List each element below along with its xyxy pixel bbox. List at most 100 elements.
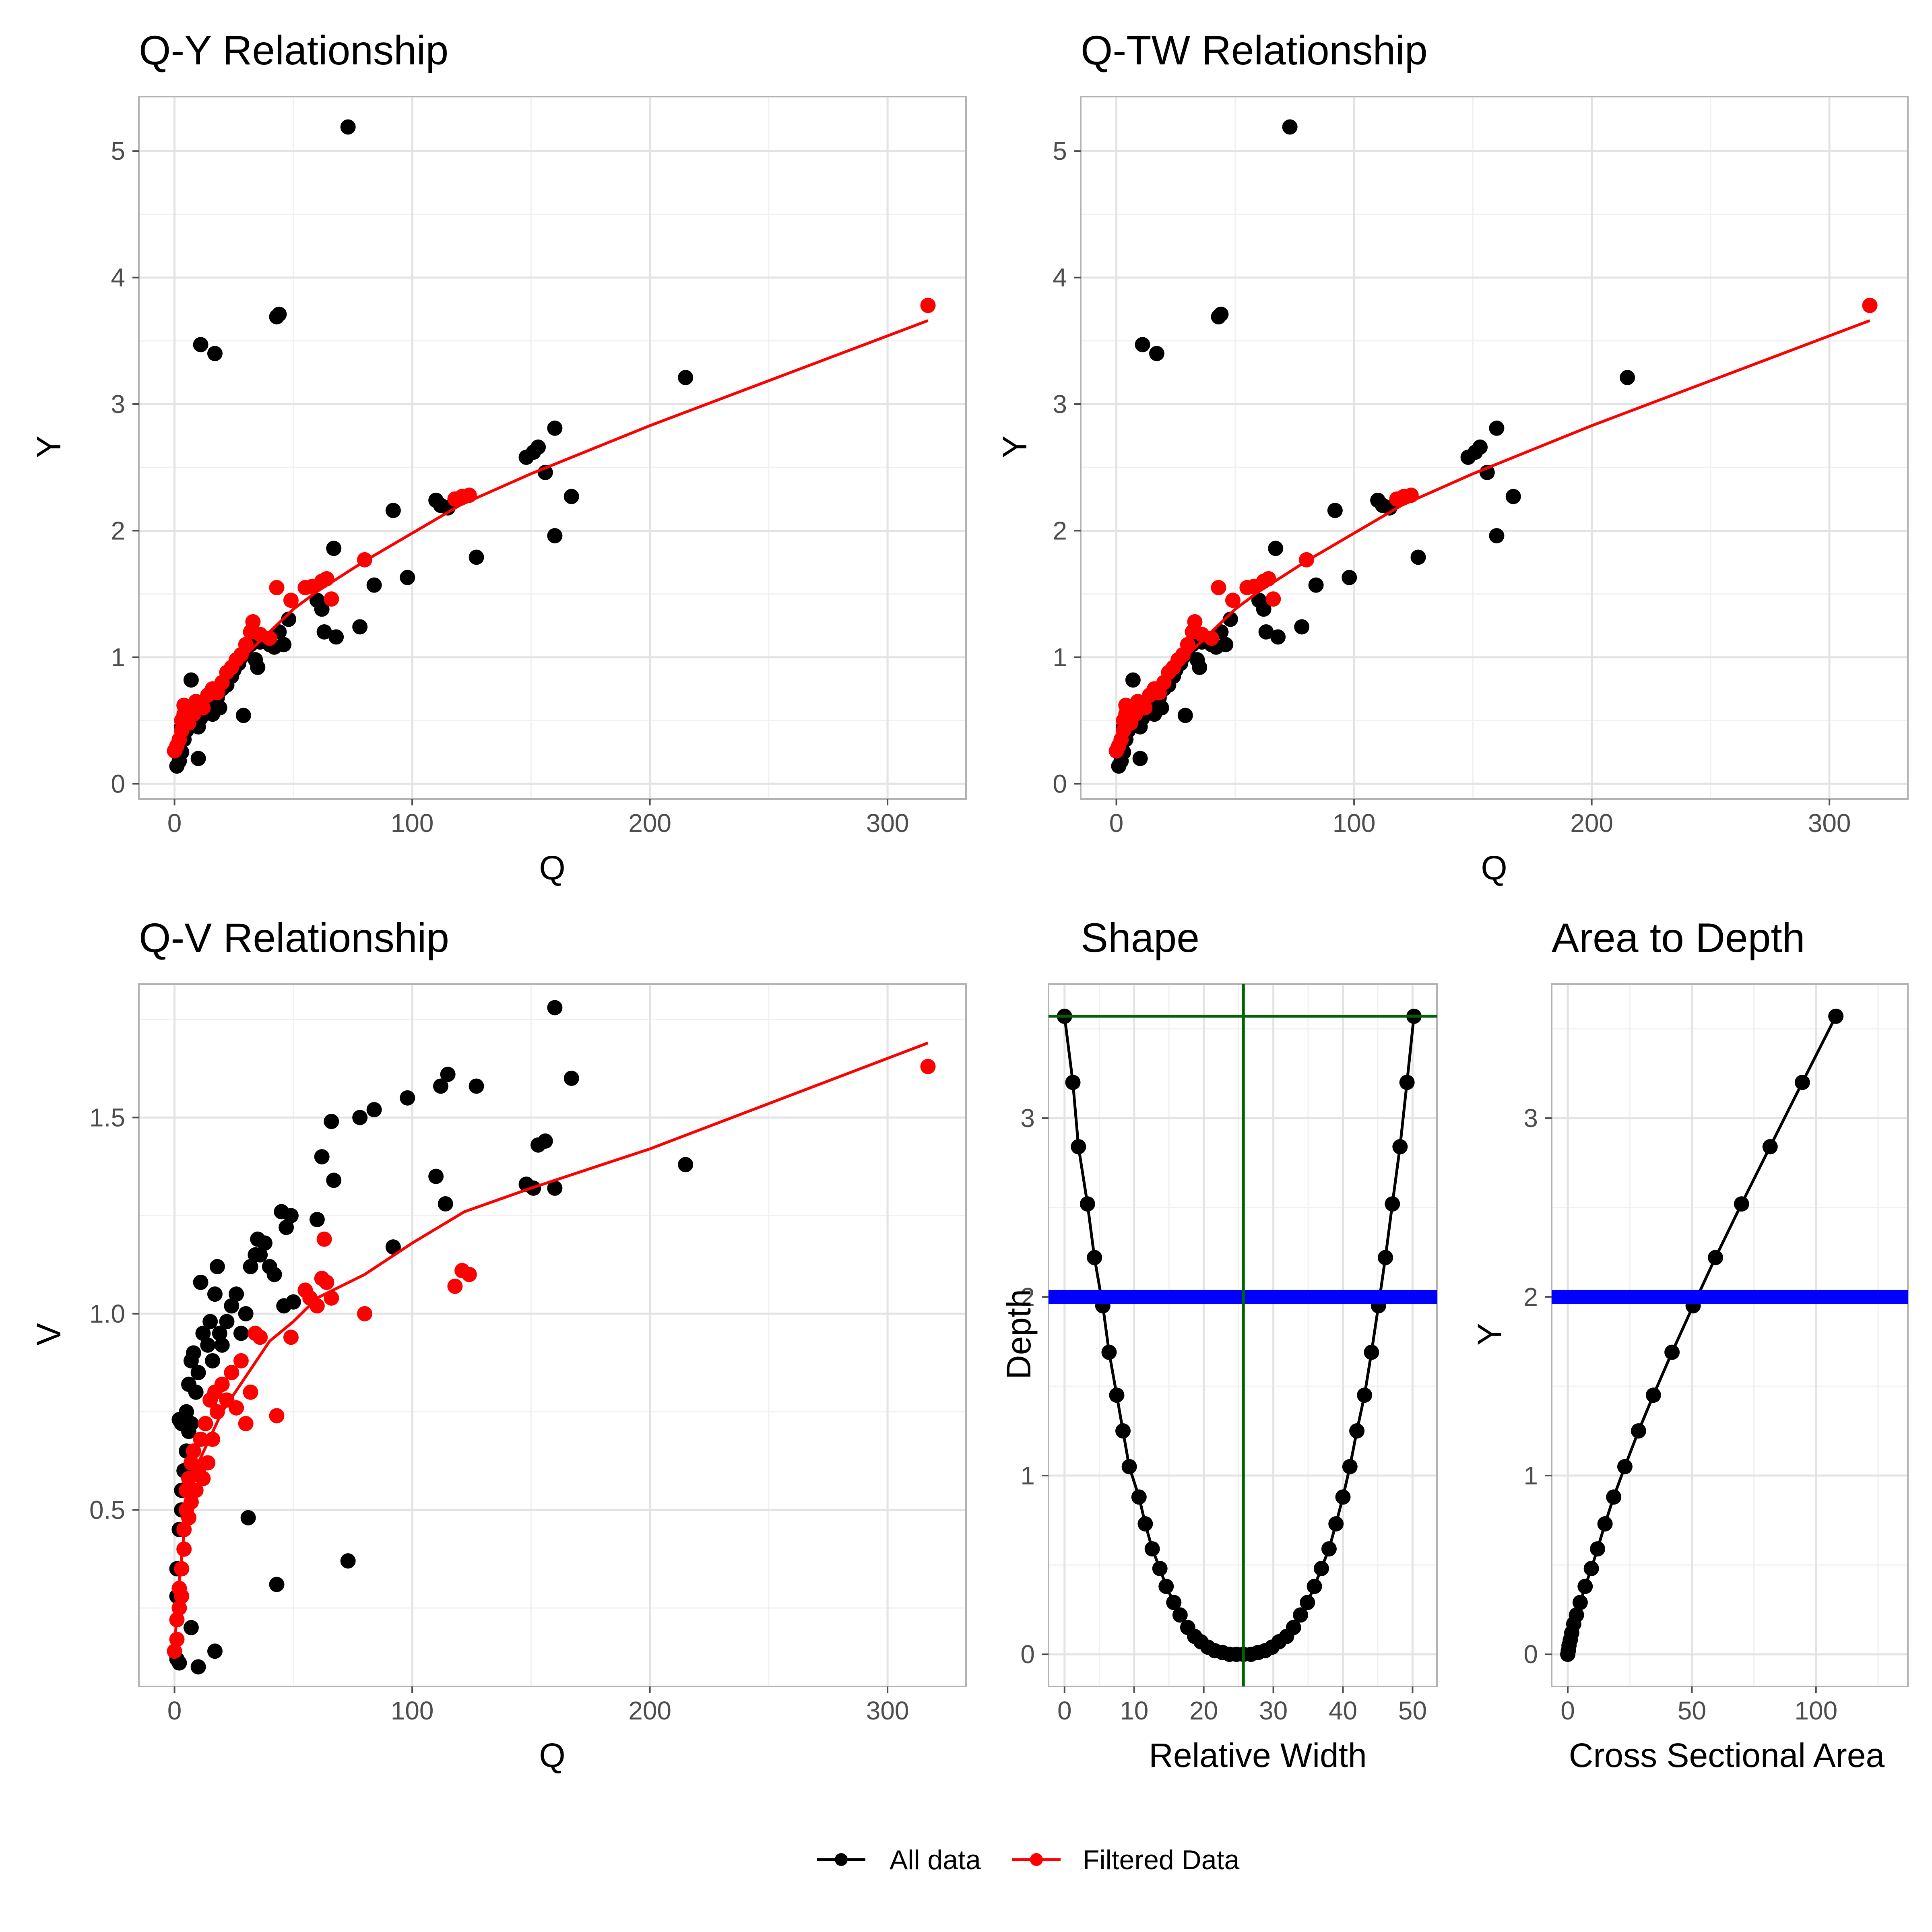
shape-profile-point [1364, 1344, 1379, 1360]
shape-profile-point [1357, 1387, 1373, 1403]
area-ytick-label: 0 [1523, 1640, 1538, 1669]
qv-point [266, 1267, 282, 1282]
qv-point [195, 1471, 211, 1486]
panel-area-xlabel: Cross Sectional Area [1569, 1736, 1885, 1774]
shape-profile-point [1065, 1075, 1081, 1090]
shape-profile-point [1392, 1139, 1408, 1155]
qtw-point [1265, 591, 1281, 607]
area-profile-point [1606, 1489, 1622, 1505]
legend-all-data-label: All data [890, 1845, 981, 1875]
panel-qv: Q-V Relationship 0 100 200 300 0.5 1.0 1.5 Q V [30, 915, 967, 1774]
qtw-point [1180, 637, 1195, 652]
qv-point [461, 1267, 477, 1282]
qv-point [400, 1090, 415, 1106]
plot-area: 0 50 100 0 1 2 3 [1523, 983, 1909, 1725]
qy-point [238, 637, 254, 652]
qtw-xtick-label: 300 [1808, 809, 1851, 838]
qv-point [564, 1070, 579, 1086]
qv-point [547, 1000, 563, 1016]
qv-point [181, 1510, 197, 1525]
qy-point [276, 637, 292, 652]
qtw-ytick-label: 0 [1053, 769, 1067, 798]
qy-point [920, 297, 936, 313]
qy-point [235, 708, 251, 723]
qy-point [193, 337, 208, 353]
panel-area: Area to Depth 0 50 100 0 1 2 3 Cross Sectional… [1471, 915, 1909, 1774]
qv-point [309, 1212, 325, 1227]
qy-point [212, 700, 227, 716]
qtw-ytick-label: 5 [1053, 136, 1067, 165]
panel-qtw: Q-TW Relationship 0 100 200 300 0 1 2 3 4 5 Q Y [996, 27, 1909, 887]
qv-point [193, 1431, 208, 1447]
area-marks [1552, 1008, 1908, 1662]
qv-point [257, 1235, 272, 1251]
panel-shape-xlabel: Relative Width [1149, 1736, 1367, 1774]
qv-point [207, 1286, 223, 1302]
qy-point [352, 619, 368, 635]
qv-point [193, 1274, 208, 1290]
qtw-point [1154, 700, 1169, 716]
qy-series-filtered-data [167, 297, 936, 759]
qv-point [319, 1274, 334, 1290]
qv-point [188, 1384, 204, 1400]
qtw-point [1505, 489, 1521, 504]
plot-qv: 0 100 200 300 0.5 1.0 1.5 [89, 983, 967, 1725]
shape-profile-point [1342, 1459, 1358, 1474]
qy-point [678, 370, 694, 385]
qv-point [219, 1314, 235, 1329]
panel-shape-ylabel: Depth [1000, 1289, 1038, 1379]
shape-profile-point [1349, 1423, 1365, 1439]
qy-ytick-label: 5 [111, 136, 125, 165]
legend-filtered-data-point [1030, 1853, 1043, 1866]
qtw-point [1192, 660, 1208, 675]
qv-xtick-label: 0 [167, 1696, 182, 1725]
qy-point [385, 503, 401, 518]
qy-xtick-label: 100 [391, 809, 434, 838]
qy-point [328, 629, 344, 645]
qtw-point [1135, 337, 1150, 353]
qtw-marks [1108, 119, 1878, 774]
qv-point [233, 1353, 249, 1368]
qv-point [209, 1259, 225, 1274]
qv-point [186, 1345, 201, 1361]
qtw-fit-line [1115, 319, 1870, 757]
qv-point [171, 1600, 187, 1616]
qv-point [316, 1231, 332, 1247]
shape-profile-point [1152, 1560, 1168, 1576]
qtw-point [1620, 370, 1635, 385]
qv-point [309, 1298, 325, 1314]
qtw-ytick-label: 1 [1053, 643, 1067, 672]
shape-profile-point [1087, 1250, 1102, 1265]
panel-qy-ylabel: Y [30, 436, 68, 458]
area-xtick-label: 100 [1794, 1696, 1837, 1725]
shape-profile-point [1172, 1607, 1188, 1623]
qtw-panel-border [1080, 96, 1909, 800]
qy-grid [139, 97, 966, 799]
qtw-point [1125, 672, 1141, 688]
shape-profile-point [1335, 1489, 1351, 1505]
qv-point [224, 1298, 239, 1314]
area-profile-point [1583, 1560, 1599, 1576]
plot-qtw: 0 100 200 300 0 1 2 3 4 5 [1053, 96, 1909, 838]
qv-point [229, 1286, 244, 1302]
qv-point [174, 1416, 190, 1431]
qtw-series-all-data [1111, 119, 1635, 774]
area-profile-point [1794, 1075, 1810, 1090]
qv-point [214, 1377, 230, 1392]
qv-point [433, 1078, 448, 1094]
qy-point [326, 541, 342, 556]
shape-marks [1049, 984, 1437, 1686]
qtw-ytick-label: 4 [1053, 263, 1067, 292]
qy-point [564, 489, 579, 504]
shape-grid [1049, 984, 1437, 1686]
qv-point [171, 1655, 187, 1671]
qtw-point [1294, 619, 1310, 635]
qv-point [190, 1365, 206, 1381]
shape-profile-point [1137, 1516, 1153, 1532]
qv-ytick-label: 1.0 [89, 1299, 125, 1328]
shape-ytick-label: 1 [1020, 1461, 1035, 1490]
area-xtick-label: 0 [1560, 1696, 1575, 1725]
qy-ytick-label: 1 [111, 643, 125, 672]
qtw-point [1282, 119, 1298, 135]
shape-profile-point [1131, 1489, 1147, 1505]
